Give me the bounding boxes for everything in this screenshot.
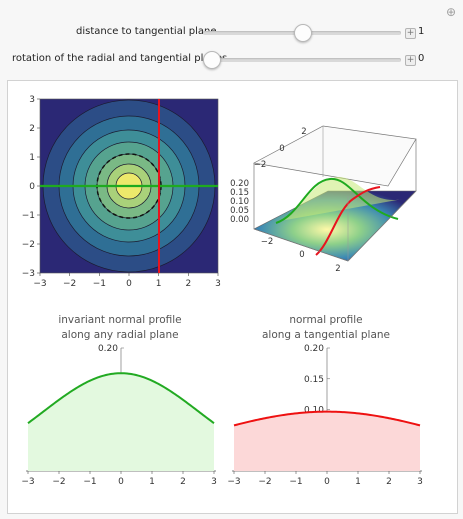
contour-x-tick-label: 3 [215, 279, 221, 289]
profile-x-tick-label: 3 [417, 477, 423, 487]
profile-x-tick-label: −2 [258, 477, 271, 487]
surface-z-tick-label: 0.00 [230, 215, 249, 225]
profile-fill-area [28, 373, 214, 471]
surface-front-tick-label: −2 [261, 237, 274, 247]
distance-slider-thumb[interactable] [294, 24, 312, 42]
surface-ticks: 0.200.150.100.050.00 2 0 −2 −2 0 2 [230, 127, 341, 274]
profile-y-tick-label: 0.10 [304, 406, 324, 416]
profile-x-tick-label: 3 [211, 477, 217, 487]
surface-back-tick-label: −2 [254, 160, 267, 170]
profile-left-chart: invariant normal profile along any radia… [21, 314, 217, 487]
surface-back-tick-label: 0 [279, 144, 284, 154]
expand-plus-icon[interactable]: ⊕ [445, 5, 457, 19]
box-back-face [252, 125, 417, 187]
profile-x-tick-label: −1 [83, 477, 96, 487]
profile-curve [27, 372, 215, 424]
distance-plus-button[interactable]: + [405, 28, 416, 39]
contour-x-tick-label: 2 [185, 279, 191, 289]
contour-y-tick-label: 0 [29, 182, 35, 192]
distance-control-row: distance to tangential plane + 1 [0, 22, 463, 44]
rotation-label: rotation of the radial and tangential pl… [12, 53, 228, 64]
surface-front-tick-label: 2 [335, 264, 340, 274]
profile-x-tick-label: −2 [52, 477, 65, 487]
contour-x-tick-label: −2 [63, 279, 76, 289]
rotation-control-row: rotation of the radial and tangential pl… [0, 49, 463, 71]
profile-x-tick-label: −3 [227, 477, 240, 487]
profile-left-title-line2: along any radial plane [61, 329, 178, 341]
surface-plot-3d: 0.200.150.100.050.00 2 0 −2 −2 0 2 [230, 125, 417, 274]
contour-x-tick-label: 1 [156, 279, 162, 289]
profile-right-title-line2: along a tangential plane [262, 329, 390, 341]
distance-label: distance to tangential plane [76, 26, 217, 37]
profile-x-tick-label: 0 [324, 477, 330, 487]
contour-y-tick-label: 3 [29, 95, 35, 105]
surface-z-tick-label: 0.15 [230, 188, 249, 198]
profile-fill-area [234, 411, 420, 471]
profile-x-tick-label: 2 [386, 477, 392, 487]
profile-y-tick-label: 0.20 [98, 344, 118, 354]
contour-x-tick-label: −3 [33, 279, 46, 289]
surface-bump [280, 176, 403, 221]
contour-ticks: −3 −2 −1 0 1 2 3 3 2 1 0 −1 −2 −3 [22, 95, 221, 289]
rotation-slider-thumb[interactable] [203, 51, 221, 69]
contour-x-tick-label: 0 [126, 279, 132, 289]
contour-y-tick-label: 1 [29, 153, 35, 163]
profile-x-tick-label: −3 [21, 477, 34, 487]
surface-red-curve [315, 186, 381, 256]
profile-x-tick-label: 1 [355, 477, 361, 487]
contour-x-tick-label: −1 [93, 279, 106, 289]
profile-x-tick-label: 0 [118, 477, 124, 487]
surface-z-tick-label: 0.20 [230, 179, 249, 189]
profile-left-title-line1: invariant normal profile [58, 314, 181, 326]
distance-value: 1 [418, 26, 425, 37]
surface-back-tick-label: 2 [301, 127, 306, 137]
rotation-slider-track[interactable] [203, 58, 401, 62]
box-edge [347, 190, 417, 262]
profile-right-chart: normal profile along a tangential plane … [227, 314, 423, 487]
contour-plot: −3 −2 −1 0 1 2 3 3 2 1 0 −1 −2 −3 [22, 95, 221, 289]
surface-z-tick-label: 0.05 [230, 206, 249, 216]
profile-y-tick-label: 0.15 [304, 375, 324, 385]
profile-y-tick-label: 0.20 [304, 344, 324, 354]
contour-y-tick-label: −2 [22, 240, 35, 250]
profile-right-title-line1: normal profile [289, 314, 362, 326]
surface-z-tick-label: 0.10 [230, 197, 249, 207]
contour-y-tick-label: −1 [22, 211, 35, 221]
surface-green-curve [275, 177, 399, 224]
contour-y-tick-label: −3 [22, 269, 35, 279]
rotation-value: 0 [418, 53, 425, 64]
profile-x-tick-label: 1 [149, 477, 155, 487]
box-edge [253, 228, 349, 262]
profile-x-tick-label: 2 [180, 477, 186, 487]
rotation-plus-button[interactable]: + [405, 55, 416, 66]
output-panel: −3 −2 −1 0 1 2 3 3 2 1 0 −1 −2 −3 0.20 0.15 0.10 0.05 0.0… [7, 80, 458, 514]
profile-x-tick-label: −1 [289, 477, 302, 487]
profile-curve [233, 410, 421, 427]
surface-front-tick-label: 0 [299, 250, 304, 260]
contour-y-tick-label: 2 [29, 124, 35, 134]
